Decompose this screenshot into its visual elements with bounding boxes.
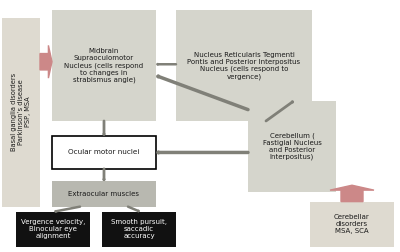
FancyBboxPatch shape [176, 10, 312, 121]
Text: Midbrain
Supraoculomotor
Nucleus (cells respond
to changes in
strabismus angle): Midbrain Supraoculomotor Nucleus (cells … [64, 48, 144, 83]
Text: Cerebellar
disorders
MSA, SCA: Cerebellar disorders MSA, SCA [334, 214, 370, 234]
FancyArrow shape [40, 45, 52, 78]
FancyBboxPatch shape [102, 212, 176, 247]
FancyBboxPatch shape [52, 181, 156, 207]
FancyBboxPatch shape [52, 136, 156, 169]
Text: Basal ganglia disorders
Parkinson’s disease
PSP, MSA: Basal ganglia disorders Parkinson’s dise… [11, 73, 31, 151]
FancyBboxPatch shape [52, 10, 156, 121]
FancyBboxPatch shape [16, 212, 90, 247]
FancyBboxPatch shape [2, 18, 40, 207]
Text: Cerebellum (
Fastigial Nucleus
and Posterior
Interpositus): Cerebellum ( Fastigial Nucleus and Poste… [262, 132, 322, 160]
FancyBboxPatch shape [310, 202, 394, 247]
Text: Vergence velocity,
Binocular eye
alignment: Vergence velocity, Binocular eye alignme… [21, 219, 85, 239]
FancyArrow shape [330, 185, 374, 202]
Text: Nucleus Reticularis Tegmenti
Pontis and Posterior Interpositus
Nucleus (cells re: Nucleus Reticularis Tegmenti Pontis and … [188, 51, 300, 80]
Text: Extraocular muscles: Extraocular muscles [68, 191, 140, 197]
Text: Ocular motor nuclei: Ocular motor nuclei [68, 149, 140, 155]
FancyBboxPatch shape [248, 101, 336, 192]
Text: Smooth pursuit,
saccadic
accuracy: Smooth pursuit, saccadic accuracy [111, 219, 167, 239]
